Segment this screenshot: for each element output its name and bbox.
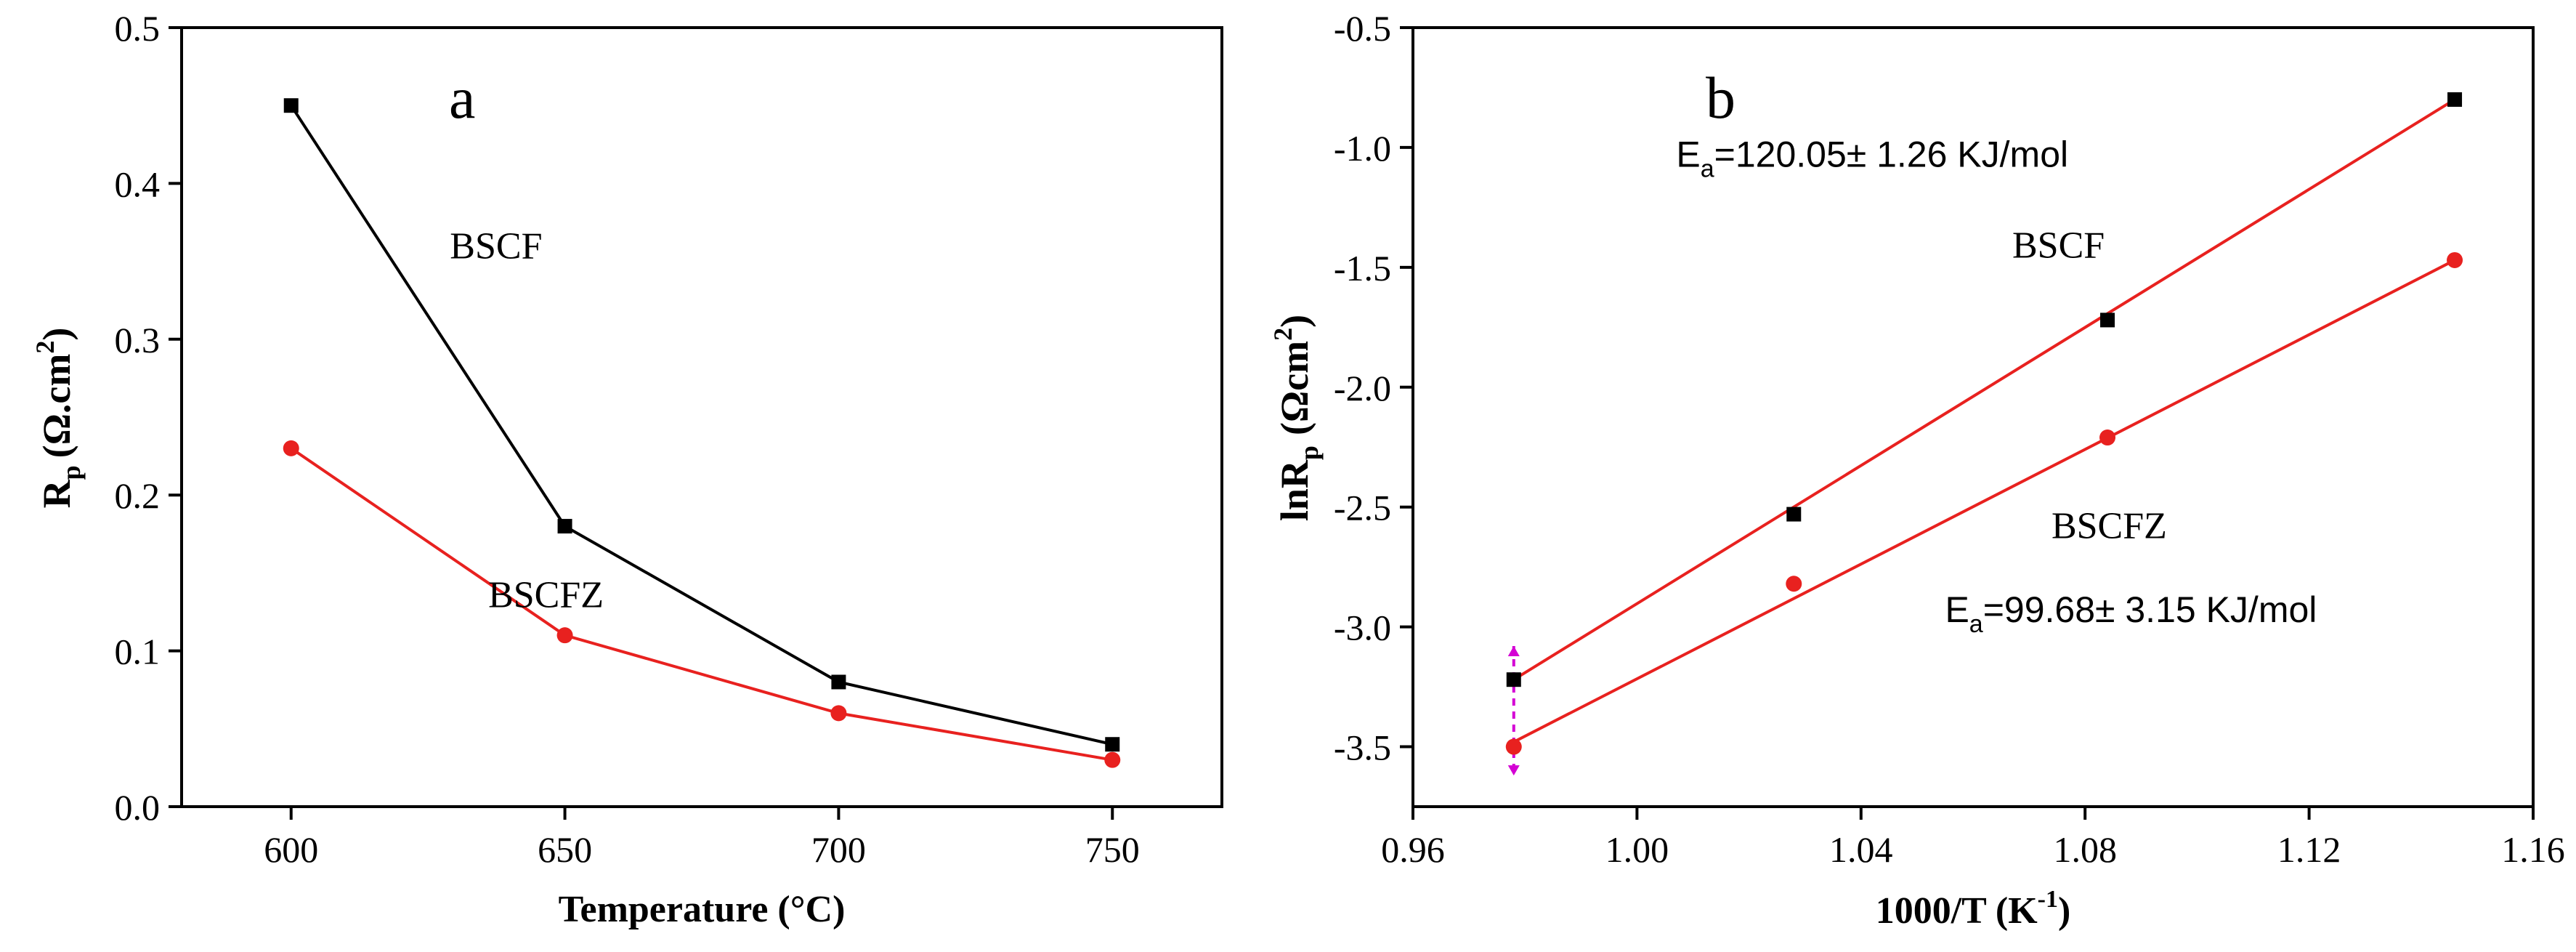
panel-b-y-label-unit: (Ωcm <box>1273 341 1316 435</box>
data-point-bscf <box>1105 737 1120 752</box>
panel-a-x-axis-label: Temperature (°C) <box>559 889 846 930</box>
y-tick-label: 0.1 <box>115 632 161 672</box>
annotation-bscf: BSCF <box>450 225 542 267</box>
data-point-bscf <box>2447 92 2463 107</box>
x-tick-label: 0.96 <box>1381 829 1445 870</box>
panel-a-y-label-main: R <box>35 479 78 508</box>
y-tick-label: -2.5 <box>1334 488 1391 528</box>
panel-b-y-ticks: -3.5 -3.0 -2.5 -2.0 -1.5 -1.0 -0.5 <box>1334 8 1413 768</box>
data-point-bscf <box>283 98 299 113</box>
y-tick-label: 0.4 <box>115 164 161 204</box>
panel-b-y-label-main: lnR <box>1273 459 1316 521</box>
panel-a-y-axis-label: Rp (Ω.cm2) <box>31 328 86 509</box>
data-point-bscfz <box>1786 576 1802 592</box>
activation-energy-annotation: Ea=99.68± 3.15 KJ/mol <box>1945 589 2317 638</box>
series-line-bscfz <box>290 447 1113 762</box>
panel-b-label: b <box>1706 65 1735 131</box>
y-tick-label: -3.0 <box>1334 608 1391 648</box>
data-point-bscfz <box>2447 251 2463 268</box>
x-tick-label: 650 <box>538 829 592 870</box>
fit-line <box>1512 259 2455 743</box>
data-point-bscf <box>1786 507 1802 522</box>
annotation-bscf: BSCF <box>2012 225 2105 267</box>
y-tick-label: 0.5 <box>115 8 161 49</box>
data-point-bscf <box>2100 312 2115 328</box>
panel-a-annotations: BSCF BSCFZ <box>450 225 604 616</box>
panel-b-series <box>1505 92 2463 755</box>
data-point-bscf <box>831 674 846 690</box>
error-bar-cap <box>1507 765 1520 776</box>
y-tick-label: 0.3 <box>115 320 161 360</box>
ea-subscript: a <box>1701 155 1714 182</box>
ea-main: E <box>1945 589 1969 630</box>
y-tick-label: -0.5 <box>1334 8 1391 49</box>
x-tick-label: 1.12 <box>2277 829 2341 870</box>
panel-b-y-label-sub: p <box>1295 445 1324 460</box>
y-tick-label: 0.2 <box>115 475 161 516</box>
panel-a-y-label-sup: 2 <box>31 341 60 354</box>
panel-b-fit-lines <box>1512 98 2456 743</box>
activation-energy-annotation: Ea=120.05± 1.26 KJ/mol <box>1676 134 2068 182</box>
x-tick-label: 750 <box>1085 829 1140 870</box>
ea-main: E <box>1676 134 1700 174</box>
data-point-bscfz <box>1505 738 1522 755</box>
data-point-bscf <box>1506 672 1521 687</box>
data-point-bscfz <box>1104 751 1121 768</box>
y-tick-label: -1.0 <box>1334 128 1391 169</box>
y-tick-label: -1.5 <box>1334 248 1391 289</box>
y-tick-label: 0.0 <box>115 787 161 828</box>
panel-a-y-label-close: ) <box>35 328 78 341</box>
ea-value: =99.68± 3.15 KJ/mol <box>1983 589 2317 630</box>
error-bar-cap <box>1507 646 1520 657</box>
panel-a-x-ticks: 600 650 700 750 <box>264 807 1140 870</box>
panel-a-y-label-unit: (Ω.cm <box>35 354 78 459</box>
series-line-bscf <box>290 105 1113 746</box>
panel-a-label: a <box>449 65 475 131</box>
ea-subscript: a <box>1969 610 1983 638</box>
panel-a-y-ticks: 0.0 0.1 0.2 0.3 0.4 0.5 <box>115 8 182 828</box>
panel-a-frame <box>180 26 1223 808</box>
panel-b-annotations: Ea=120.05± 1.26 KJ/molBSCFBSCFZEa=99.68±… <box>1676 134 2317 638</box>
data-point-bscfz <box>830 705 847 722</box>
annotation-bscfz: BSCFZ <box>488 575 604 616</box>
panel-b: -3.5 -3.0 -2.5 -2.0 -1.5 -1.0 -0.5 0.96 1.00 1.0… <box>1268 8 2565 932</box>
panel-b-y-label-close: ) <box>1273 315 1316 328</box>
panel-b-x-label-close: ) <box>2058 890 2070 932</box>
x-tick-label: 600 <box>264 829 318 870</box>
annotation-bscfz: BSCFZ <box>2052 506 2167 547</box>
data-point-bscfz <box>556 627 573 644</box>
panel-b-x-ticks: 0.96 1.00 1.04 1.08 1.12 1.16 <box>1381 807 2565 870</box>
fit-line <box>1512 98 2456 681</box>
x-tick-label: 1.08 <box>2053 829 2117 870</box>
data-point-bscfz <box>283 440 299 456</box>
panel-b-y-label-sup: 2 <box>1268 328 1297 341</box>
x-tick-label: 1.16 <box>2501 829 2565 870</box>
y-tick-label: -2.0 <box>1334 368 1391 408</box>
y-tick-label: -3.5 <box>1334 727 1391 768</box>
panel-b-x-label-main: 1000/T (K <box>1876 890 2038 932</box>
panel-b-x-axis-label: 1000/T (K-1) <box>1876 886 2071 932</box>
x-tick-label: 1.00 <box>1605 829 1669 870</box>
panel-a: 0.00.10.20.30.40.5 600 650 700 750 BSCFBSCF… <box>31 8 1223 930</box>
data-point-bscf <box>557 519 572 534</box>
panel-b-frame <box>1411 26 2535 808</box>
panel-b-error-bar <box>1507 646 1520 776</box>
ea-value: =120.05± 1.26 KJ/mol <box>1714 134 2068 174</box>
panel-a-y-label-sub: p <box>57 465 86 480</box>
panel-b-y-axis-label: lnRp (Ωcm2) <box>1268 315 1324 521</box>
panel-b-x-label-sup: -1 <box>2038 886 2058 913</box>
panel-a-series <box>283 98 1121 768</box>
x-tick-label: 1.04 <box>1829 829 1893 870</box>
data-point-bscfz <box>2099 429 2116 446</box>
x-tick-label: 700 <box>811 829 866 870</box>
